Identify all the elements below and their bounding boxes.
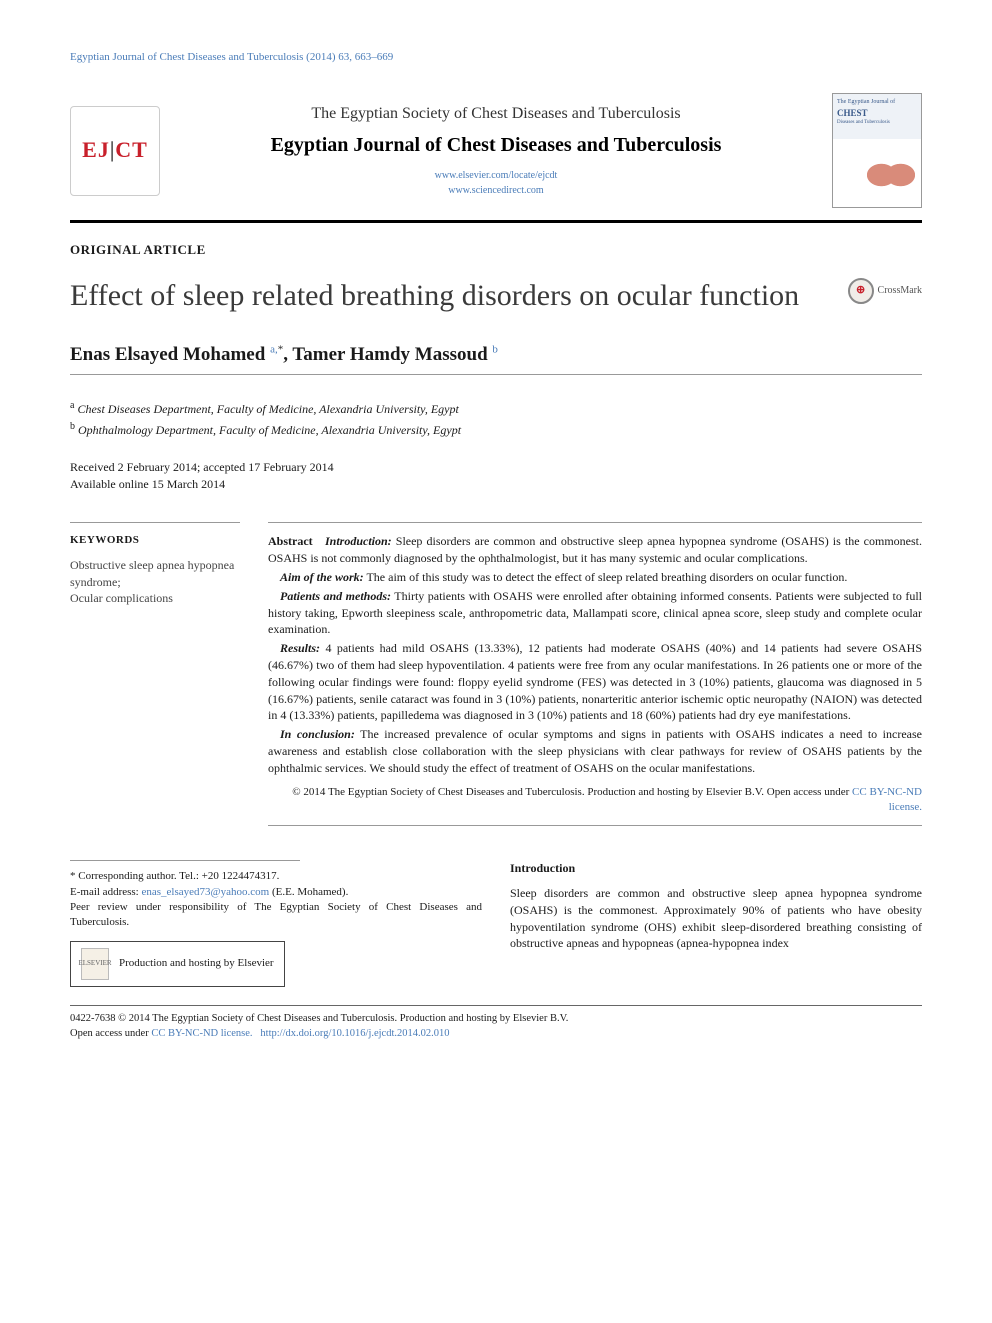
email-link[interactable]: enas_elsayed73@yahoo.com — [141, 886, 269, 898]
abstract-block: KEYWORDS Obstructive sleep apnea hypopne… — [70, 522, 922, 826]
journal-links: www.elsevier.com/locate/ejcdt www.scienc… — [172, 169, 820, 198]
footer-cc-link[interactable]: CC BY-NC-ND license. — [151, 1028, 252, 1039]
article-title: Effect of sleep related breathing disord… — [70, 278, 848, 314]
body-columns: * Corresponding author. Tel.: +20 122447… — [70, 860, 922, 987]
keywords-heading: KEYWORDS — [70, 533, 240, 548]
cover-subtitle-2: Diseases and Tuberculosis — [837, 119, 917, 126]
hosting-box: ELSEVIER Production and hosting by Elsev… — [70, 941, 285, 987]
journal-name: Egyptian Journal of Chest Diseases and T… — [172, 131, 820, 159]
abstract-copyright: © 2014 The Egyptian Society of Chest Dis… — [268, 785, 922, 816]
keywords-column: KEYWORDS Obstructive sleep apnea hypopne… — [70, 522, 240, 826]
logo-text: EJ|CT — [82, 135, 148, 166]
online-date: Available online 15 March 2014 — [70, 476, 922, 493]
affiliations: a Chest Diseases Department, Faculty of … — [70, 399, 922, 439]
journal-link-2[interactable]: www.sciencedirect.com — [172, 184, 820, 198]
abstract-aim: Aim of the work: The aim of this study w… — [268, 569, 922, 586]
cc-license-link[interactable]: CC BY-NC-ND license. — [852, 786, 922, 813]
society-name: The Egyptian Society of Chest Diseases a… — [172, 103, 820, 125]
header-center: The Egyptian Society of Chest Diseases a… — [160, 103, 832, 199]
author-list: Enas Elsayed Mohamed a,*, Tamer Hamdy Ma… — [70, 342, 922, 369]
logo-part-1: EJ — [82, 137, 110, 162]
footer-license-doi: Open access under CC BY-NC-ND license. h… — [70, 1027, 922, 1042]
elsevier-logo-icon: ELSEVIER — [81, 948, 109, 980]
keywords-list: Obstructive sleep apnea hypopnea syndrom… — [70, 557, 240, 607]
article-type: ORIGINAL ARTICLE — [70, 241, 922, 259]
footer-text: 0422-7638 © 2014 The Egyptian Society of… — [70, 1012, 922, 1041]
journal-logo: EJ|CT — [70, 106, 160, 196]
peer-review-note: Peer review under responsibility of The … — [70, 900, 482, 931]
abstract-results: Results: 4 patients had mild OSAHS (13.3… — [268, 640, 922, 724]
article-dates: Received 2 February 2014; accepted 17 Fe… — [70, 459, 922, 493]
crossmark-icon: ⊕ — [848, 278, 874, 304]
introduction-paragraph: Sleep disorders are common and obstructi… — [510, 885, 922, 952]
introduction-heading: Introduction — [510, 860, 922, 877]
logo-part-2: CT — [115, 137, 148, 162]
left-column: * Corresponding author. Tel.: +20 122447… — [70, 860, 482, 987]
affiliation-a: a Chest Diseases Department, Faculty of … — [70, 399, 922, 418]
correspondence-rule — [70, 860, 300, 861]
abstract-conclusion: In conclusion: The increased prevalence … — [268, 726, 922, 776]
title-row: Effect of sleep related breathing disord… — [70, 278, 922, 314]
abstract-methods: Patients and methods: Thirty patients wi… — [268, 588, 922, 638]
footer-copyright: 0422-7638 © 2014 The Egyptian Society of… — [70, 1012, 922, 1027]
crossmark-label: CrossMark — [878, 284, 922, 298]
crossmark-badge[interactable]: ⊕ CrossMark — [848, 278, 922, 304]
hosting-text: Production and hosting by Elsevier — [119, 956, 274, 971]
received-accepted-date: Received 2 February 2014; accepted 17 Fe… — [70, 459, 922, 476]
journal-cover-thumbnail: The Egyptian Journal of CHEST Diseases a… — [832, 93, 922, 208]
corresponding-email: E-mail address: enas_elsayed73@yahoo.com… — [70, 885, 482, 900]
cover-subtitle: The Egyptian Journal of — [837, 98, 917, 106]
journal-link-1[interactable]: www.elsevier.com/locate/ejcdt — [172, 169, 820, 183]
journal-header: EJ|CT The Egyptian Society of Chest Dise… — [70, 85, 922, 223]
corresponding-author: * Corresponding author. Tel.: +20 122447… — [70, 869, 482, 884]
right-column: Introduction Sleep disorders are common … — [510, 860, 922, 987]
cover-lung-image — [867, 149, 915, 201]
affiliation-b: b Ophthalmology Department, Faculty of M… — [70, 420, 922, 439]
author-rule — [70, 374, 922, 375]
cover-title: CHEST — [837, 107, 917, 120]
abstract-column: Abstract Introduction: Sleep disorders a… — [268, 522, 922, 826]
footer-rule — [70, 1005, 922, 1006]
abstract-intro: Abstract Introduction: Sleep disorders a… — [268, 533, 922, 567]
doi-link[interactable]: http://dx.doi.org/10.1016/j.ejcdt.2014.0… — [260, 1028, 449, 1039]
running-head: Egyptian Journal of Chest Diseases and T… — [70, 50, 922, 65]
correspondence-block: * Corresponding author. Tel.: +20 122447… — [70, 869, 482, 987]
